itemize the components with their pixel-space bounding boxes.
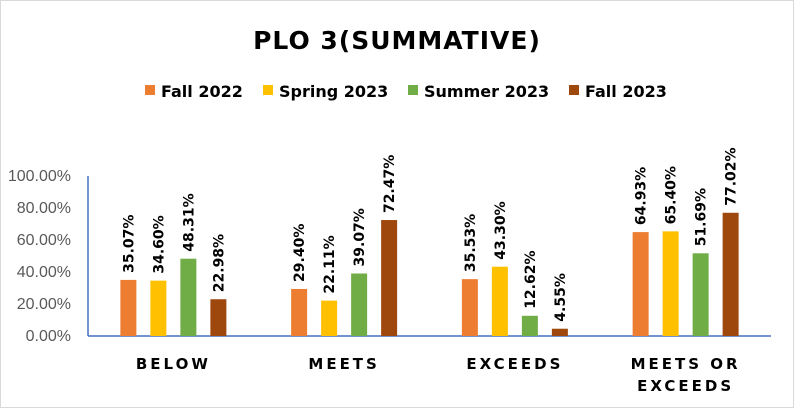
- bar: [321, 300, 338, 336]
- y-tick-label: 0.00%: [26, 328, 71, 345]
- bar: [692, 253, 709, 336]
- bar: [381, 220, 398, 336]
- x-category-label: BELOW: [136, 355, 211, 373]
- bar: [632, 232, 649, 336]
- x-category-label: MEETS: [308, 355, 379, 373]
- legend-label: Summer 2023: [424, 82, 549, 101]
- legend-label: Fall 2022: [161, 82, 243, 101]
- data-label: 39.07%: [352, 208, 368, 266]
- legend-swatch: [263, 85, 273, 95]
- bar: [291, 288, 308, 336]
- data-label: 51.69%: [694, 188, 710, 246]
- legend-swatch: [569, 85, 579, 95]
- data-label: 22.11%: [322, 235, 338, 293]
- bar: [120, 279, 137, 336]
- x-category-label: EXCEEDS: [466, 355, 563, 373]
- y-tick-label: 80.00%: [17, 200, 71, 217]
- data-label: 4.55%: [553, 273, 569, 322]
- data-label: 22.98%: [211, 234, 227, 292]
- data-label: 65.40%: [664, 166, 680, 224]
- data-label: 29.40%: [292, 224, 308, 282]
- legend-label: Fall 2023: [585, 82, 667, 101]
- x-category-label: EXCEEDS: [637, 377, 734, 395]
- legend-label: Spring 2023: [279, 82, 388, 101]
- data-label: 35.07%: [121, 215, 137, 273]
- legend-swatch: [145, 85, 155, 95]
- legend-swatch: [408, 85, 418, 95]
- y-tick-label: 60.00%: [17, 232, 71, 249]
- data-label: 72.47%: [382, 155, 398, 213]
- data-label: 35.53%: [463, 214, 479, 272]
- y-tick-label: 20.00%: [17, 296, 71, 313]
- bar: [722, 212, 739, 336]
- y-tick-label: 100.00%: [8, 168, 71, 185]
- data-label: 12.62%: [523, 250, 539, 308]
- bar: [351, 273, 368, 336]
- bar: [662, 231, 679, 336]
- data-label: 43.30%: [493, 201, 509, 259]
- bar: [461, 279, 478, 336]
- x-category-label: MEETS OR: [631, 355, 741, 373]
- data-label: 77.02%: [724, 147, 740, 205]
- data-label: 64.93%: [634, 167, 650, 225]
- bar: [491, 266, 508, 336]
- bar: [150, 280, 167, 336]
- data-label: 34.60%: [151, 215, 167, 273]
- data-label: 48.31%: [181, 193, 197, 251]
- bar: [210, 299, 227, 336]
- bar: [551, 328, 568, 336]
- y-tick-label: 40.00%: [17, 264, 71, 281]
- bar: [521, 315, 538, 336]
- bar: [180, 258, 197, 336]
- chart-title: PLO 3(SUMMATIVE): [253, 26, 541, 55]
